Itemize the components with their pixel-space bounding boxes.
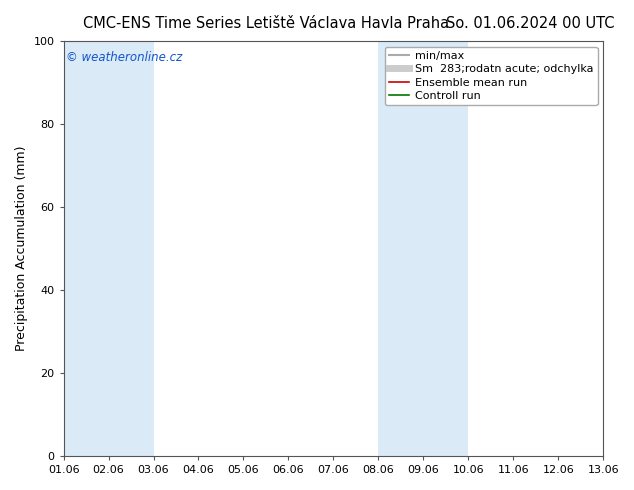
Text: So. 01.06.2024 00 UTC: So. 01.06.2024 00 UTC (446, 16, 615, 31)
Bar (378, 41, 469, 456)
Text: © weatheronline.cz: © weatheronline.cz (67, 51, 183, 64)
Text: CMC-ENS Time Series Letiště Václava Havla Praha: CMC-ENS Time Series Letiště Václava Havl… (83, 16, 450, 31)
Bar (63, 41, 153, 456)
Y-axis label: Precipitation Accumulation (mm): Precipitation Accumulation (mm) (15, 146, 28, 351)
Legend: min/max, Sm  283;rodatn acute; odchylka, Ensemble mean run, Controll run: min/max, Sm 283;rodatn acute; odchylka, … (385, 47, 598, 105)
